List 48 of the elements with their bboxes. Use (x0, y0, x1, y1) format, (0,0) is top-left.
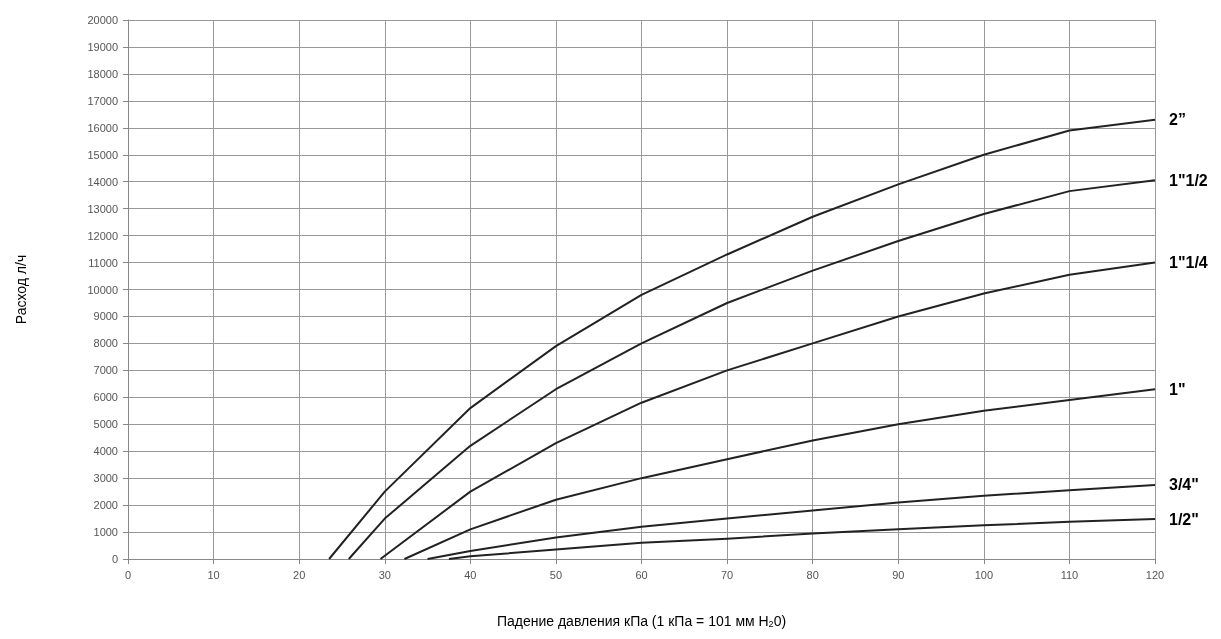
y-tick-label: 16000 (87, 121, 118, 134)
x-tick-label: 120 (1145, 568, 1165, 581)
x-tick-label: 0 (124, 568, 132, 581)
y-tick-label: 20000 (87, 14, 118, 26)
y-tick-label: 9000 (93, 310, 118, 323)
series-label: 3/4" (1169, 476, 1199, 494)
line-series (447, 518, 1156, 560)
y-tick-label: 11000 (88, 256, 118, 269)
y-tick-label: 4000 (93, 445, 118, 458)
line-series (347, 179, 1156, 560)
series-label: 1"1/4 (1169, 254, 1208, 272)
y-tick-label: 6000 (93, 391, 118, 404)
series-label: 2” (1169, 111, 1186, 129)
y-tick-label: 19000 (87, 40, 118, 53)
y-tick-label: 12000 (87, 229, 118, 242)
y-tick-label: 14000 (87, 175, 118, 188)
x-tick-label: 80 (806, 568, 819, 581)
line-series (379, 261, 1156, 560)
line-series (328, 118, 1156, 560)
x-tick-label: 50 (549, 568, 563, 581)
y-tick-label: 5000 (93, 418, 118, 431)
y-tick-label: 7000 (93, 364, 118, 377)
y-tick-label: 18000 (87, 67, 118, 80)
line-series (403, 388, 1156, 560)
y-axis-title: Расход л/ч (13, 254, 29, 325)
x-tick-label: 90 (892, 568, 905, 581)
y-tick-label: 1000 (93, 526, 118, 539)
x-tick-label: 20 (293, 568, 306, 581)
series-label: 1"1/2 (1169, 171, 1208, 189)
x-tick-label: 10 (207, 568, 220, 581)
line-series (426, 483, 1156, 560)
y-tick-label: 17000 (87, 94, 118, 107)
series-label: 1" (1169, 380, 1186, 398)
series-label: 1/2" (1169, 510, 1199, 528)
x-tick-label: 60 (635, 568, 648, 581)
y-tick-label: 10000 (87, 283, 118, 296)
x-tick-label: 40 (464, 568, 477, 581)
x-tick-label: 70 (720, 568, 734, 581)
y-tick-label: 13000 (87, 202, 118, 215)
x-tick-label: 100 (974, 568, 994, 581)
x-tick-label: 110 (1060, 568, 1079, 581)
y-tick-label: 2000 (93, 499, 118, 512)
y-tick-label: 0 (111, 553, 118, 565)
x-axis-title: Падение давления кПа (1 кПа = 101 мм H20) (496, 612, 787, 629)
y-tick-label: 3000 (93, 472, 118, 485)
y-tick-label: 15000 (87, 148, 118, 161)
y-tick-label: 8000 (93, 337, 118, 350)
x-tick-label: 30 (378, 568, 391, 581)
